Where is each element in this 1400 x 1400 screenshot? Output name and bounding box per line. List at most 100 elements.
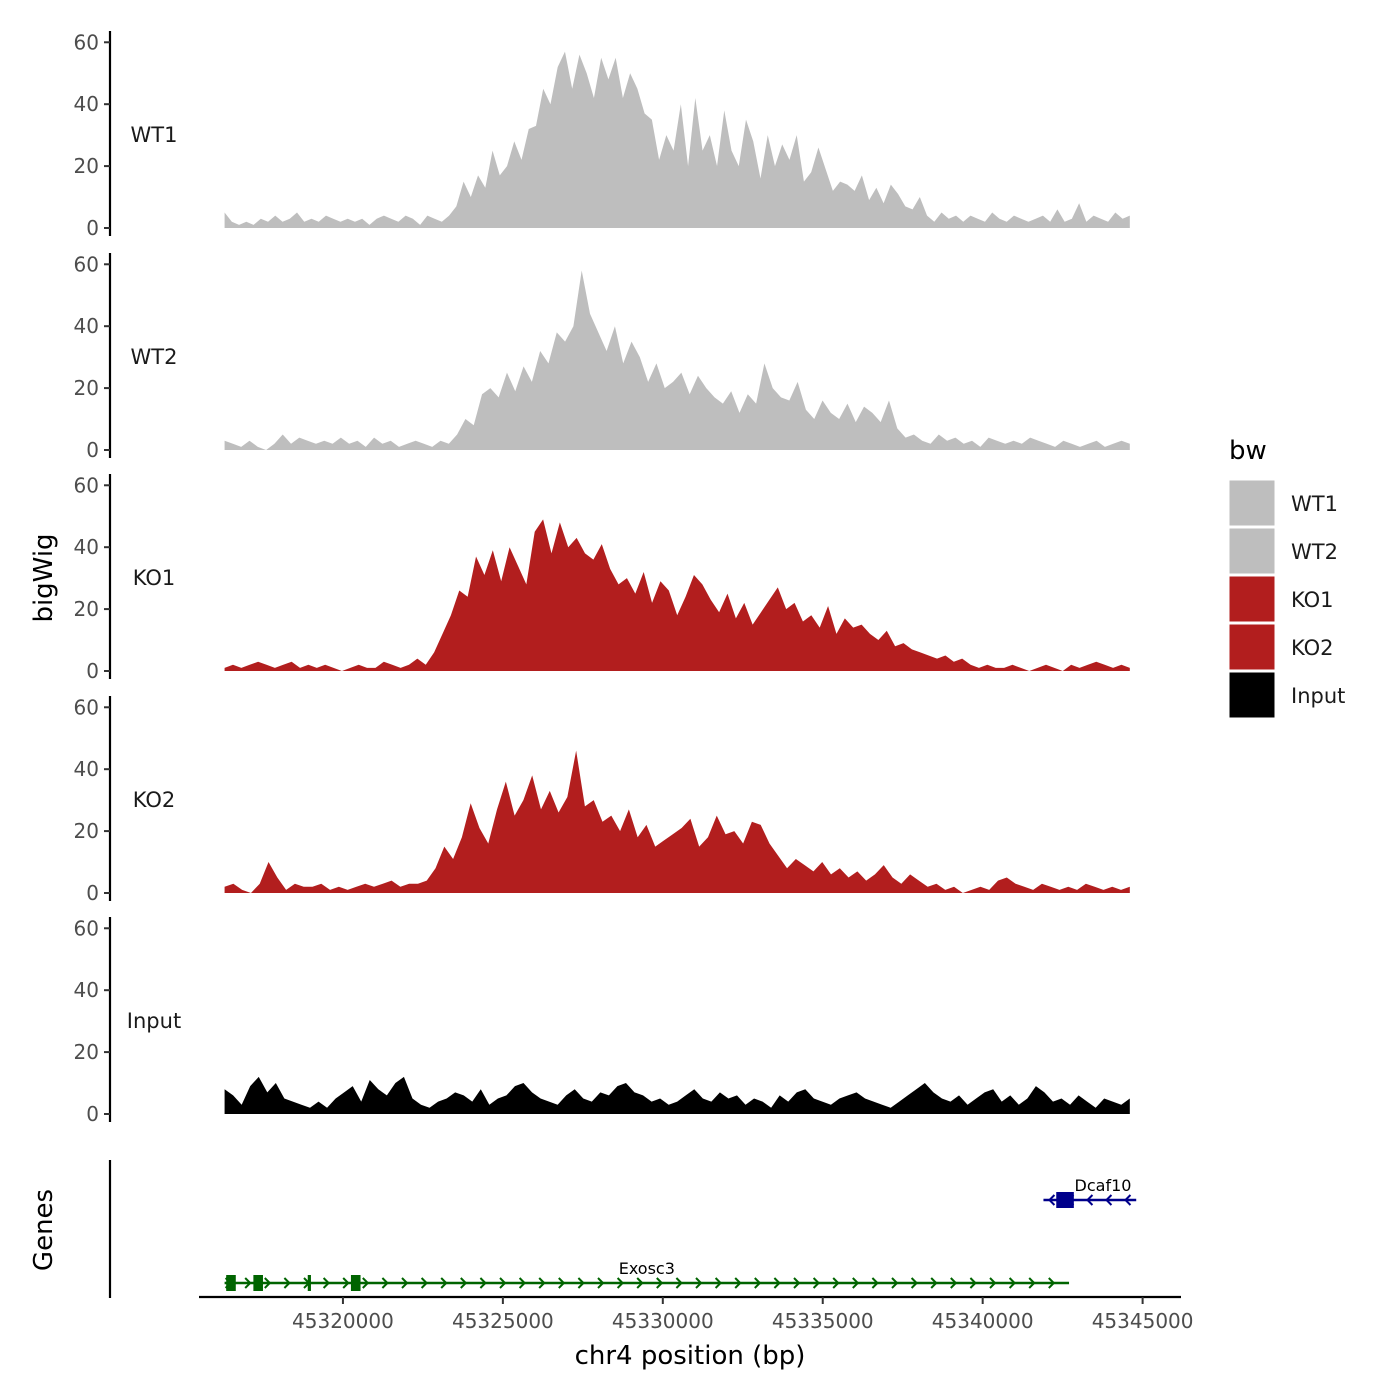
y-tick-label: 20 (74, 376, 99, 400)
legend-item-ko2: KO2 (1228, 623, 1334, 671)
y-tick-label: 0 (86, 659, 99, 683)
legend-label: WT2 (1291, 540, 1338, 564)
strand-arrow (577, 1277, 585, 1289)
strand-arrow (1124, 1194, 1132, 1206)
strand-arrow (754, 1277, 762, 1289)
strand-arrow (1086, 1194, 1094, 1206)
track-input: 0 20 40 60 Input (74, 916, 1130, 1126)
legend-item-wt2: WT2 (1228, 527, 1338, 575)
strand-arrow (969, 1277, 977, 1289)
strand-arrow (636, 1277, 644, 1289)
track-ko1: 0 20 40 60 KO1 (74, 473, 1130, 683)
track-wt2: 0 20 40 60 WT2 (74, 252, 1130, 462)
strand-arrow (1048, 1194, 1056, 1206)
strand-arrow (989, 1277, 997, 1289)
strand-arrow (342, 1277, 350, 1289)
strand-arrow (420, 1277, 429, 1289)
legend-swatch (1228, 575, 1276, 623)
strand-arrow (871, 1277, 879, 1289)
y-tick-label: 60 (74, 473, 99, 497)
strand-arrow (1028, 1277, 1036, 1289)
y-tick-label: 20 (74, 1040, 99, 1064)
strand-arrow (1048, 1277, 1056, 1289)
legend-item-ko1: KO1 (1228, 575, 1334, 623)
track-wt1: 0 20 40 60 WT1 (74, 30, 1130, 240)
y-tick-label: 20 (74, 154, 99, 178)
area-ko2 (224, 750, 1130, 893)
gene-label: Exosc3 (619, 1259, 675, 1278)
legend-item-wt1: WT1 (1228, 479, 1338, 527)
y-tick-label: 40 (74, 757, 99, 781)
legend-title: bw (1229, 436, 1267, 466)
strand-arrow (616, 1277, 625, 1289)
y-tick-label: 40 (74, 535, 99, 559)
track-ko2: 0 20 40 60 KO2 (74, 695, 1130, 905)
exon (350, 1275, 361, 1291)
y-tick-label: 0 (86, 881, 99, 905)
strand-arrow (656, 1277, 664, 1289)
gene-label: Dcaf10 (1075, 1176, 1132, 1195)
strand-arrow (793, 1277, 801, 1289)
strand-arrow (950, 1277, 958, 1289)
area-input (224, 1076, 1130, 1114)
genes-panel: Exosc3 Dcaf10 (108, 1160, 1137, 1298)
legend-label: KO2 (1291, 636, 1334, 660)
legend-label: KO1 (1291, 588, 1334, 612)
track-label: WT2 (131, 345, 178, 369)
strand-arrow (773, 1277, 781, 1289)
strand-arrow (1105, 1194, 1113, 1206)
strand-arrow (734, 1277, 742, 1289)
y-tick-label: 0 (86, 1102, 99, 1126)
strand-arrow (381, 1277, 389, 1289)
track-label: KO2 (133, 788, 176, 812)
strand-arrow (910, 1277, 919, 1289)
strand-arrow (538, 1277, 546, 1289)
track-label: Input (127, 1009, 181, 1033)
strand-arrow (852, 1277, 860, 1289)
x-tick-label: 45325000 (452, 1309, 554, 1333)
legend-swatch (1228, 623, 1276, 671)
x-axis-title: chr4 position (bp) (575, 1341, 806, 1371)
y-tick-label: 40 (74, 314, 99, 338)
bigwig-tracks: 0 20 40 60 WT1 0 20 40 60 WT2 0 20 40 60 KO1 0 20 40 60 KO2… (74, 30, 1130, 1126)
x-tick-label: 45335000 (772, 1309, 874, 1333)
strand-arrow (675, 1277, 683, 1289)
y-tick-label: 0 (86, 438, 99, 462)
y-tick-label: 60 (74, 252, 99, 276)
strand-arrow (479, 1277, 487, 1289)
y-tick-label: 60 (74, 695, 99, 719)
track-label: WT1 (131, 123, 178, 147)
strand-arrow (440, 1277, 448, 1289)
strand-arrow (714, 1277, 723, 1289)
y-tick-label: 20 (74, 597, 99, 621)
x-tick-label: 45330000 (612, 1309, 714, 1333)
x-tick-label: 45320000 (292, 1309, 394, 1333)
y-tick-label: 0 (86, 216, 99, 240)
track-label: KO1 (133, 566, 176, 590)
strand-arrow (264, 1277, 272, 1289)
gene-exosc3: Exosc3 (224, 1259, 1070, 1291)
strand-arrow (322, 1277, 331, 1289)
genes-axis-title: Genes (29, 1189, 59, 1271)
y-tick-label: 40 (74, 92, 99, 116)
legend-label: Input (1291, 684, 1345, 708)
strand-arrow (362, 1277, 370, 1289)
x-axis: 45320000 45325000 45330000 45335000 45340000… (199, 1295, 1194, 1333)
strand-arrow (1008, 1277, 1017, 1289)
strand-arrow (695, 1277, 703, 1289)
legend: bw WT1 WT2 KO1 KO2 Input (1228, 436, 1345, 719)
gene-dcaf10: Dcaf10 (1043, 1176, 1137, 1208)
strand-arrow (401, 1277, 409, 1289)
legend-swatch (1228, 527, 1276, 575)
strand-arrow (832, 1277, 840, 1289)
legend-item-input: Input (1228, 671, 1345, 719)
strand-arrow (244, 1277, 252, 1289)
exon (226, 1275, 236, 1291)
area-wt1 (224, 51, 1130, 228)
y-tick-label: 20 (74, 819, 99, 843)
exon (307, 1275, 311, 1291)
y-tick-label: 40 (74, 978, 99, 1002)
strand-arrow (812, 1277, 821, 1289)
strand-arrow (518, 1277, 527, 1289)
exon (1056, 1192, 1074, 1208)
